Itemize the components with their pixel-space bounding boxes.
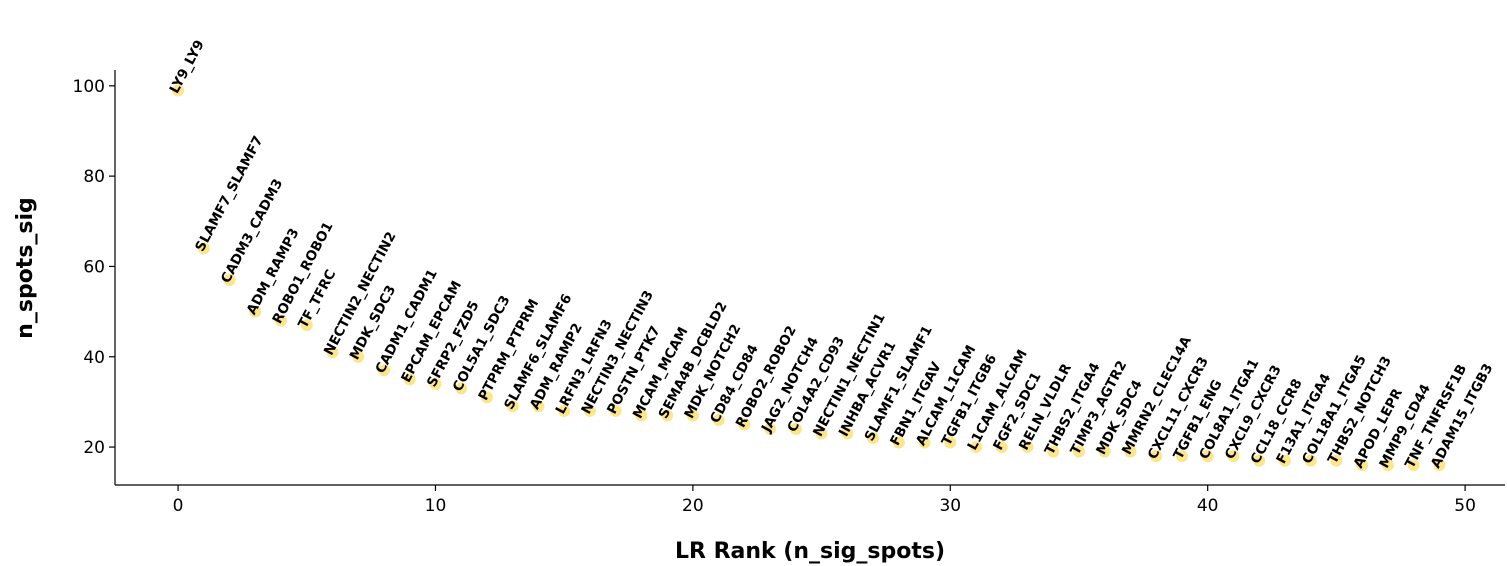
point <box>506 400 519 413</box>
point <box>764 423 777 436</box>
point <box>1227 450 1240 463</box>
point <box>1381 459 1394 472</box>
point <box>275 314 288 327</box>
point <box>558 404 571 417</box>
point <box>1304 454 1317 467</box>
x-axis-title: LR Rank (n_sig_spots) <box>675 539 945 564</box>
point <box>738 418 751 431</box>
x-tick-label: 10 <box>425 496 447 516</box>
point-label: LY9_LY9 <box>166 37 207 96</box>
point <box>789 423 802 436</box>
point <box>841 427 854 440</box>
x-tick-label: 40 <box>1197 496 1219 516</box>
y-tick-label: 20 <box>83 438 105 458</box>
point <box>1253 454 1266 467</box>
y-tick-label: 80 <box>83 167 105 187</box>
point <box>944 436 957 449</box>
y-tick-label: 100 <box>73 77 105 97</box>
point <box>1356 459 1369 472</box>
point <box>1330 454 1343 467</box>
point <box>223 273 236 286</box>
point <box>1278 454 1291 467</box>
point <box>970 441 983 454</box>
y-tick-label: 40 <box>83 348 105 368</box>
point <box>532 400 545 413</box>
point <box>1433 459 1446 472</box>
y-tick-label: 60 <box>83 257 105 277</box>
point <box>455 382 468 395</box>
point <box>403 373 416 386</box>
point <box>1175 450 1188 463</box>
point <box>429 377 442 390</box>
point <box>635 409 648 422</box>
x-tick-label: 0 <box>173 496 184 516</box>
point <box>1021 441 1034 454</box>
point <box>918 436 931 449</box>
x-tick-label: 30 <box>939 496 961 516</box>
point <box>352 350 365 363</box>
point <box>892 436 905 449</box>
point <box>1098 445 1111 458</box>
point <box>377 364 390 377</box>
point <box>867 432 880 445</box>
point <box>326 346 339 359</box>
point <box>1124 445 1137 458</box>
point <box>609 404 622 417</box>
point <box>172 84 185 97</box>
x-tick-label: 20 <box>682 496 704 516</box>
point <box>583 404 596 417</box>
x-tick-label: 50 <box>1454 496 1476 516</box>
point <box>1407 459 1420 472</box>
point <box>249 305 262 318</box>
point <box>661 409 674 422</box>
point <box>815 427 828 440</box>
y-axis-title: n_spots_sig <box>13 197 38 339</box>
point <box>995 441 1008 454</box>
point <box>1201 450 1214 463</box>
point <box>712 413 725 426</box>
point <box>197 242 210 255</box>
point <box>1150 450 1163 463</box>
point <box>1072 445 1085 458</box>
point <box>300 319 313 332</box>
point <box>686 409 699 422</box>
point <box>1047 445 1060 458</box>
point <box>480 391 493 404</box>
